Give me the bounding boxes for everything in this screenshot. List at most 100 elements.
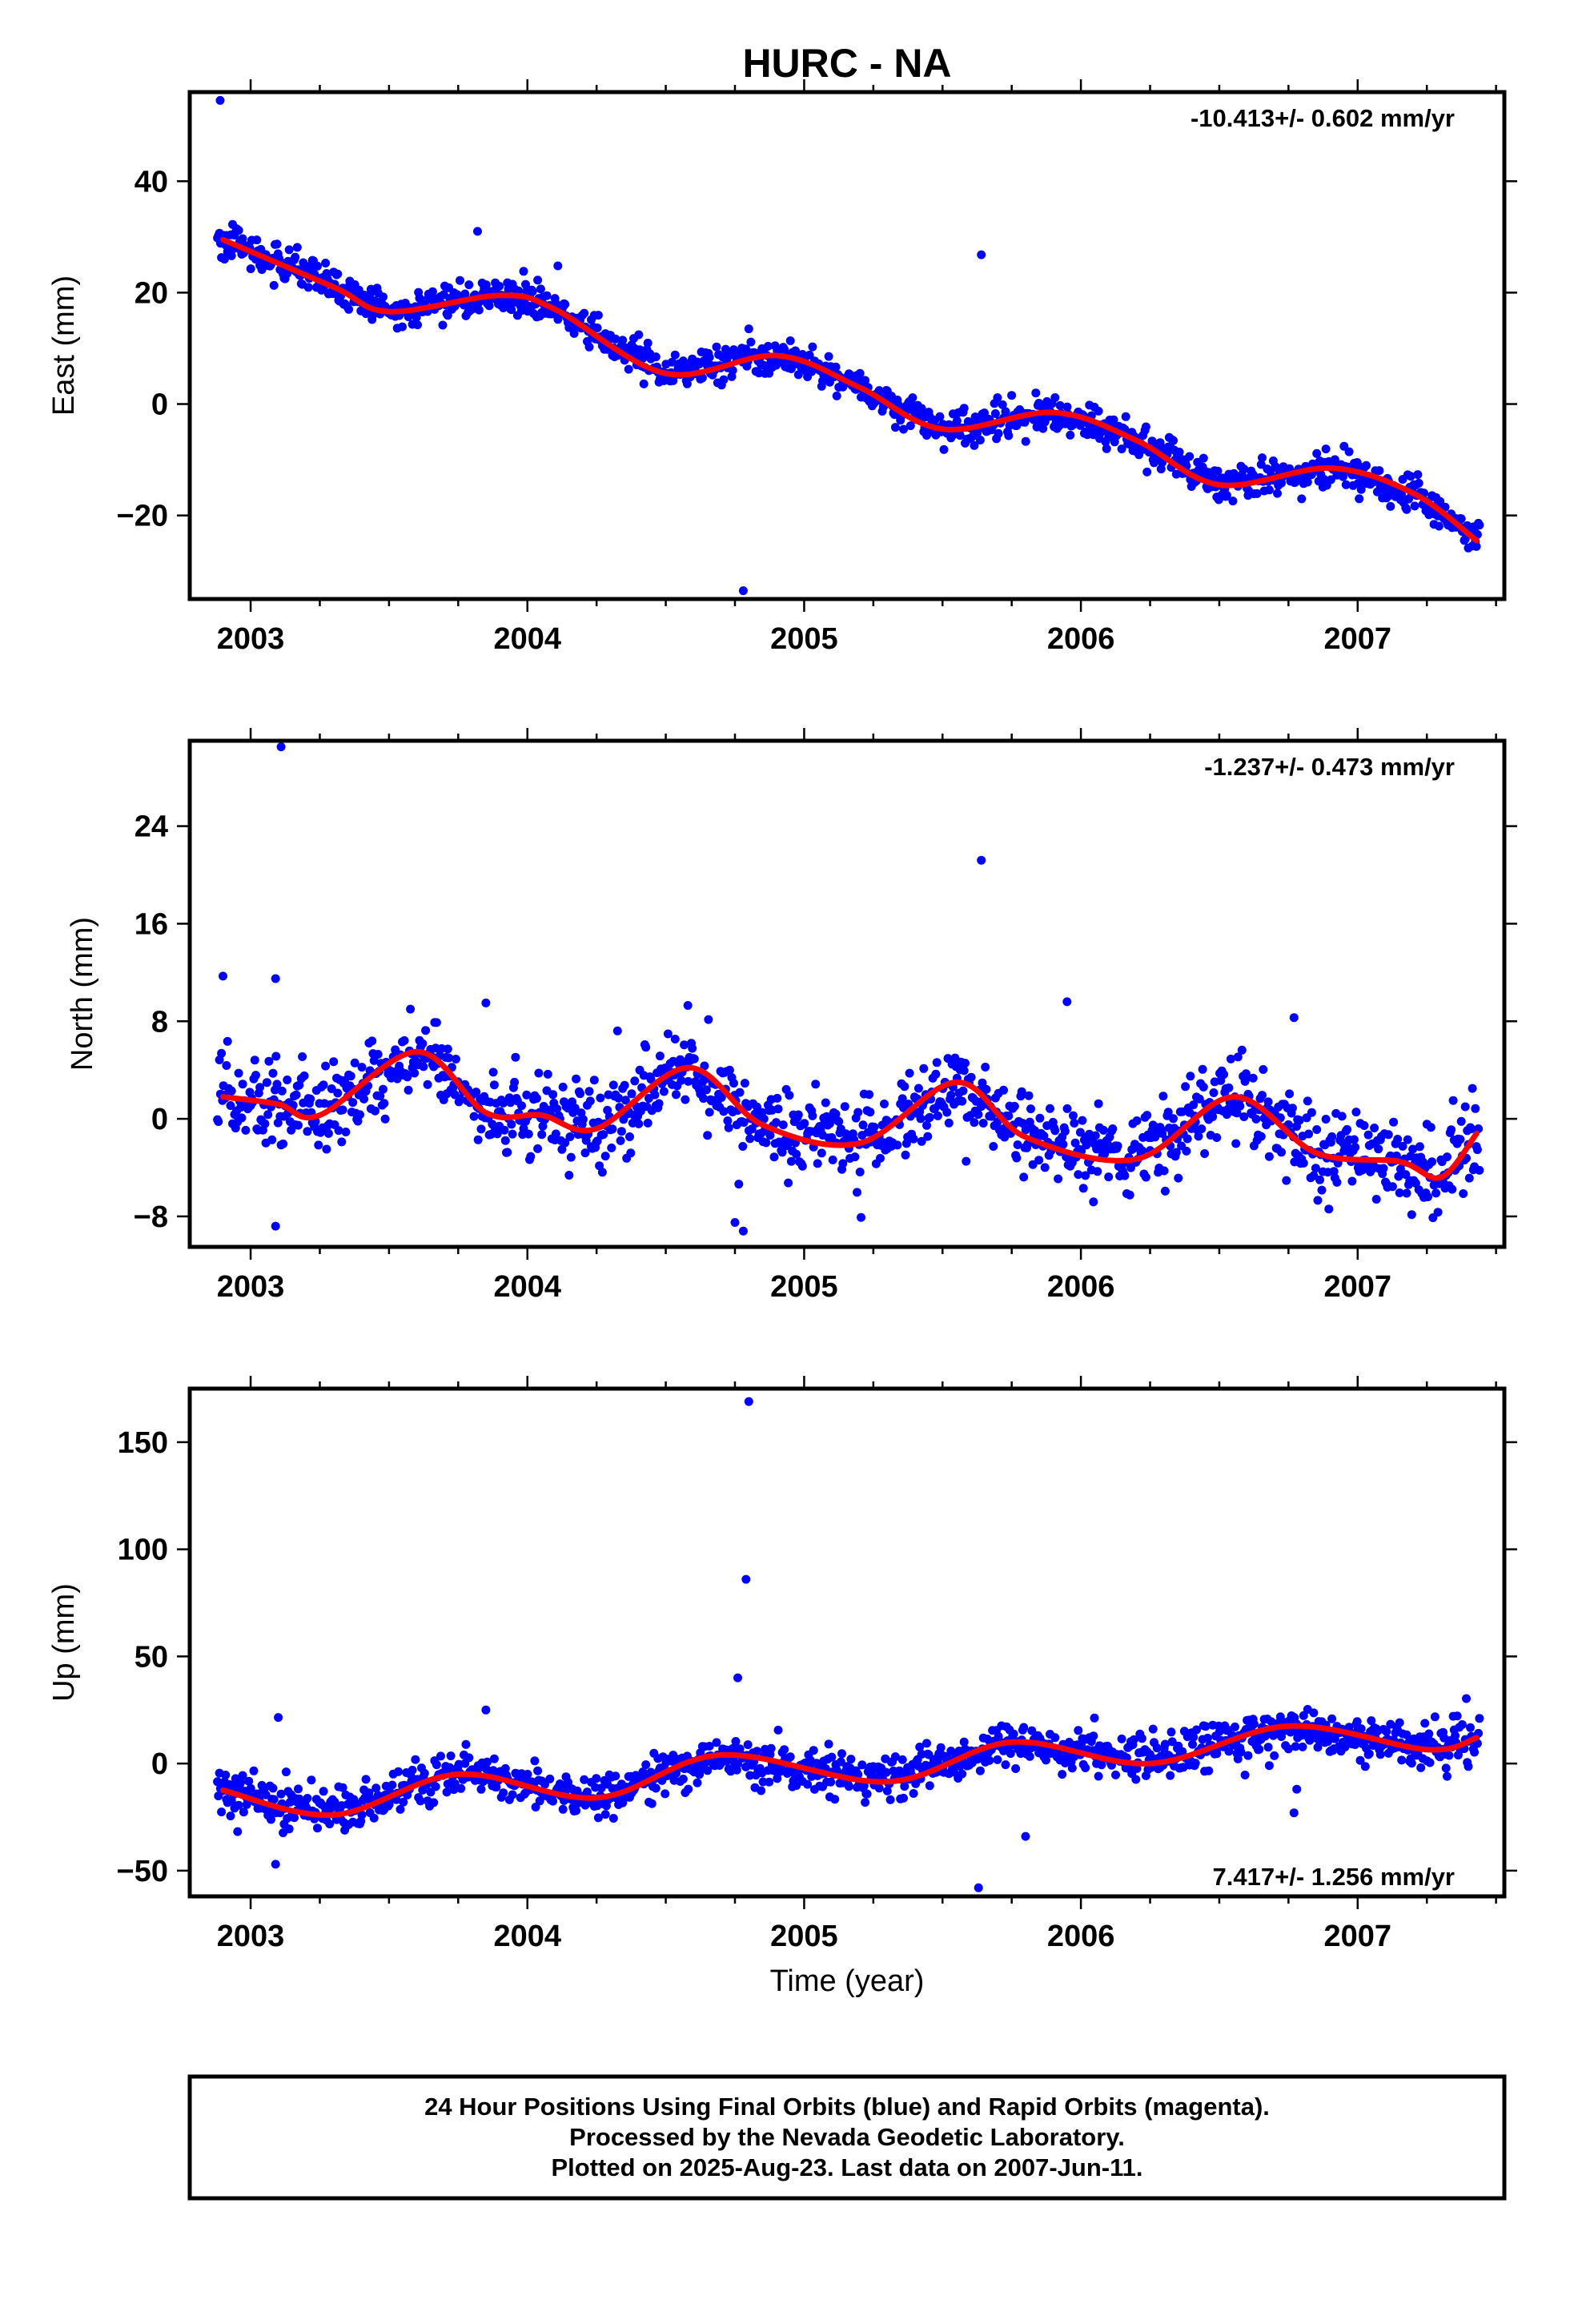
data-point	[298, 1052, 307, 1061]
data-point	[769, 1152, 779, 1162]
data-point	[688, 1043, 697, 1053]
data-point	[473, 1135, 483, 1144]
data-point	[306, 1094, 315, 1104]
data-point	[400, 1035, 409, 1045]
data-point	[1375, 466, 1384, 476]
data-point	[1141, 422, 1150, 432]
data-point	[1199, 453, 1208, 463]
data-point	[693, 1778, 702, 1787]
data-point	[1062, 402, 1072, 412]
data-point	[1093, 1167, 1102, 1176]
data-point	[1394, 1172, 1403, 1181]
data-point	[803, 1779, 813, 1789]
data-point	[1212, 1133, 1222, 1142]
data-point	[1166, 1727, 1176, 1737]
data-point	[985, 1755, 994, 1765]
data-point	[723, 1116, 733, 1125]
data-point	[933, 1111, 942, 1120]
data-point	[292, 243, 302, 252]
data-point	[558, 1804, 568, 1814]
data-point	[398, 322, 407, 332]
data-point	[510, 1077, 520, 1087]
data-point	[1287, 1104, 1297, 1113]
data-point	[1081, 1763, 1090, 1772]
x-tick-label: 2007	[1324, 1270, 1392, 1304]
data-point	[456, 1783, 466, 1793]
data-point	[1344, 447, 1354, 456]
data-point	[1466, 1723, 1475, 1732]
data-point	[1307, 1108, 1316, 1117]
data-point	[1312, 1125, 1322, 1134]
data-point	[380, 1114, 390, 1124]
data-point	[834, 1117, 844, 1126]
data-point	[576, 1089, 585, 1099]
data-point	[237, 1113, 247, 1123]
data-point	[239, 1807, 248, 1817]
data-point	[874, 386, 884, 396]
up-fit-line	[220, 1723, 1480, 1819]
outlier-point	[738, 1226, 748, 1236]
data-point	[387, 1780, 397, 1790]
data-point	[1352, 1717, 1362, 1727]
data-point	[1009, 1729, 1018, 1739]
data-point	[620, 1080, 629, 1090]
data-point	[670, 350, 680, 360]
data-point	[1117, 444, 1126, 454]
data-point	[592, 1774, 601, 1783]
data-point	[333, 1088, 343, 1098]
data-point	[330, 1797, 339, 1807]
data-point	[538, 1121, 548, 1131]
data-point	[321, 259, 331, 267]
data-point	[865, 1090, 874, 1100]
data-point	[958, 1769, 967, 1779]
data-point	[1408, 1144, 1418, 1154]
data-point	[1264, 1761, 1274, 1771]
data-point	[909, 1789, 918, 1798]
data-point	[1233, 1754, 1243, 1763]
data-point	[1231, 1722, 1239, 1731]
data-point	[712, 342, 721, 352]
data-point	[1150, 1132, 1160, 1142]
data-point	[1109, 415, 1118, 424]
data-point	[917, 1136, 926, 1146]
data-point	[1142, 1111, 1152, 1120]
data-point	[970, 440, 979, 450]
data-point	[227, 1086, 236, 1096]
chart-title: HURC - NA	[742, 41, 951, 86]
data-point	[1403, 1135, 1412, 1144]
data-point	[850, 1152, 860, 1162]
data-point	[1259, 1065, 1268, 1074]
data-point	[1359, 1121, 1369, 1130]
data-point	[728, 1743, 737, 1753]
data-point	[785, 336, 795, 345]
data-point	[1255, 1744, 1264, 1754]
data-point	[267, 1135, 277, 1144]
data-point	[445, 1763, 455, 1772]
data-point	[564, 1171, 574, 1180]
data-point	[922, 431, 931, 440]
data-point	[643, 1118, 652, 1128]
data-point	[901, 1150, 910, 1160]
data-point	[670, 1035, 680, 1043]
data-point	[572, 1074, 581, 1084]
data-point	[935, 412, 945, 421]
outlier-point	[974, 1883, 983, 1892]
data-point	[763, 341, 773, 351]
data-point	[817, 1148, 826, 1158]
data-point	[1108, 1124, 1118, 1133]
data-point	[728, 366, 737, 375]
data-point	[809, 1746, 818, 1755]
data-point	[1007, 391, 1017, 400]
data-point	[846, 1755, 856, 1764]
data-point	[641, 1760, 651, 1770]
data-point	[900, 1082, 909, 1092]
data-point	[999, 1085, 1008, 1095]
data-point	[1256, 460, 1266, 469]
data-point	[1004, 1112, 1014, 1120]
outlier-point	[1289, 1013, 1299, 1023]
data-point	[643, 338, 652, 348]
data-point	[1078, 1184, 1088, 1193]
data-point	[1371, 1195, 1381, 1204]
data-point	[1327, 1132, 1337, 1141]
data-point	[634, 330, 644, 340]
